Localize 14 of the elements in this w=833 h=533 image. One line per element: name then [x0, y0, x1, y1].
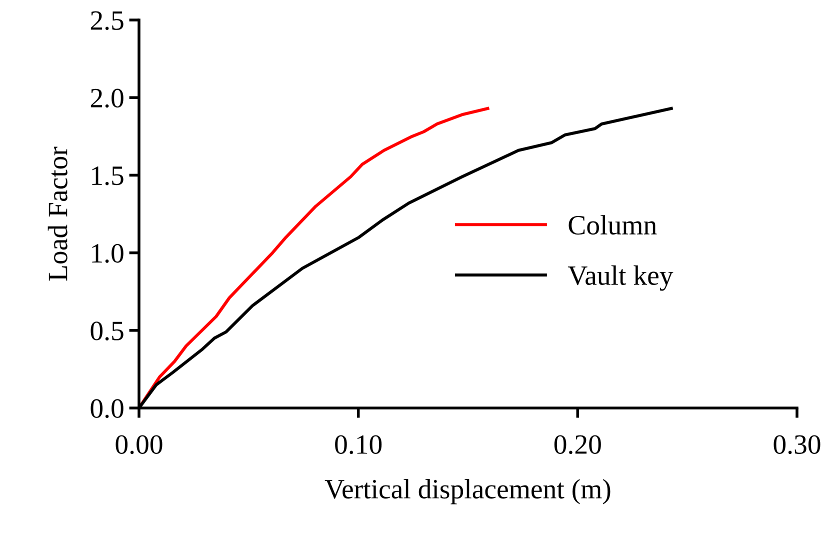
legend-label: Vault key [568, 265, 674, 291]
x-tick-label: 0.10 [335, 435, 382, 454]
y-axis-title: Load Factor [48, 146, 68, 281]
x-tick-label: 0.20 [554, 435, 601, 454]
x-tick-label: 0.30 [774, 435, 820, 454]
x-axis-title: Vertical displacement (m) [324, 479, 610, 504]
x-tick-label: 0.00 [116, 435, 162, 454]
y-tick-label: 1.0 [92, 244, 124, 263]
y-tick-label: 0.0 [90, 399, 124, 418]
legend-label: Column [568, 215, 657, 235]
y-tick-label: 2.5 [90, 11, 124, 30]
y-tick-label: 0.5 [90, 322, 124, 340]
y-tick-label: 1.5 [92, 166, 124, 186]
y-tick-label: 2.0 [90, 88, 124, 108]
